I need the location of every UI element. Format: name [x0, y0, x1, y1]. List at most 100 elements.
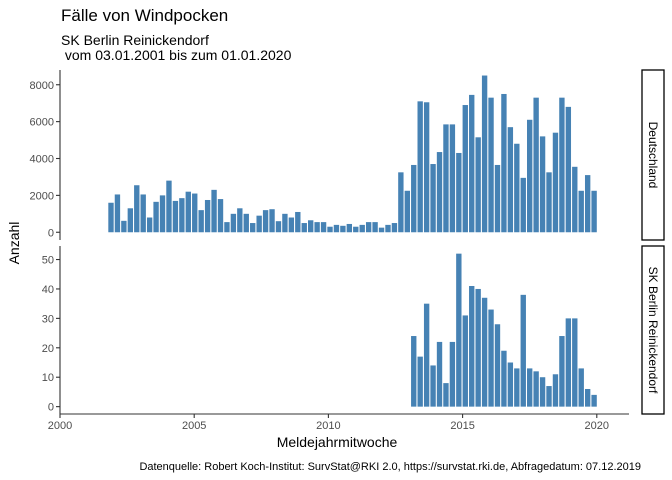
bar: [565, 318, 572, 407]
bar: [404, 190, 410, 233]
bar: [507, 362, 514, 407]
bar: [514, 143, 520, 233]
bar: [584, 388, 591, 407]
bar: [475, 137, 481, 233]
bar: [539, 136, 546, 233]
bar: [539, 377, 546, 407]
bar: [391, 223, 398, 233]
bar: [520, 177, 526, 233]
bar: [552, 132, 559, 233]
y-tick-label: 30: [42, 313, 54, 325]
bar: [333, 224, 340, 233]
y-tick-label: 2000: [30, 190, 54, 202]
bar: [224, 222, 230, 233]
bar: [275, 221, 282, 233]
bar: [584, 175, 591, 233]
y-tick-label: 6000: [30, 117, 54, 129]
bar: [591, 394, 597, 407]
y-tick-label: 0: [48, 402, 54, 414]
bar: [179, 198, 185, 233]
bar: [546, 172, 552, 233]
bar: [243, 213, 249, 233]
facet-sk-berlin-reinickendorf: 0 10 20 30 40 50 SK Berlin Reinickendorf: [42, 245, 665, 415]
bar: [411, 336, 417, 407]
bar: [443, 124, 449, 233]
bar: [417, 101, 423, 233]
bar: [456, 253, 462, 407]
bar: [217, 199, 224, 233]
bar: [501, 350, 507, 407]
bar: [198, 210, 204, 233]
bar: [353, 226, 359, 233]
bar: [469, 94, 475, 233]
bar: [256, 215, 262, 233]
y-tick-label: 50: [42, 255, 54, 267]
bar: [417, 356, 423, 407]
bar: [488, 309, 494, 407]
bar: [527, 368, 533, 407]
bar: [385, 224, 391, 233]
bar: [430, 365, 436, 407]
bar: [372, 222, 378, 233]
bar: [559, 97, 565, 233]
bar: [134, 185, 140, 233]
chart-subtitle-line-1: SK Berlin Reinickendorf: [61, 32, 209, 48]
bar: [121, 220, 127, 233]
bar: [185, 191, 191, 233]
bar: [359, 224, 365, 233]
facet-strip-label: SK Berlin Reinickendorf: [646, 267, 660, 394]
bar: [282, 213, 288, 233]
bar: [237, 208, 243, 233]
bar: [462, 105, 468, 233]
x-axis: 2000 2005 2010 2015 2020: [48, 413, 629, 432]
data-source-caption: Datenquelle: Robert Koch-Institut: SurvS…: [139, 461, 641, 473]
bar: [204, 199, 211, 233]
bar: [301, 223, 307, 233]
bar: [346, 223, 353, 233]
bar: [527, 119, 533, 233]
bar: [578, 368, 584, 407]
bar: [565, 106, 572, 233]
bar: [552, 374, 559, 407]
bar: [398, 172, 404, 233]
bar: [308, 220, 314, 233]
bar: [449, 124, 456, 233]
y-tick-label: 10: [42, 372, 54, 384]
bar: [591, 190, 597, 233]
bar: [514, 368, 520, 407]
bar: [533, 371, 539, 407]
bar: [546, 386, 552, 407]
bar: [295, 211, 301, 233]
bar: [159, 195, 166, 233]
x-tick-label: 2020: [585, 420, 609, 432]
bar: [140, 194, 146, 233]
bar: [314, 222, 320, 233]
bar: [327, 226, 333, 233]
bar: [494, 324, 501, 407]
bar: [153, 201, 159, 233]
x-tick-label: 2000: [48, 420, 72, 432]
bar: [365, 222, 372, 233]
bar: [520, 294, 526, 407]
bar: [507, 127, 514, 233]
bar: [430, 164, 436, 233]
bar: [288, 217, 295, 233]
bar: [501, 93, 507, 233]
bar: [250, 223, 256, 233]
bar: [192, 193, 198, 233]
bar: [146, 217, 153, 233]
bar: [230, 213, 237, 233]
y-tick-label: 20: [42, 343, 54, 355]
y-tick-label: 8000: [30, 80, 54, 92]
facet-strip: [641, 245, 665, 415]
chart-subtitle-line-2: vom 03.01.2001 bis zum 01.01.2020: [61, 47, 292, 63]
x-tick-label: 2005: [182, 420, 206, 432]
bar: [411, 164, 417, 233]
chart-title: Fälle von Windpocken: [61, 6, 228, 25]
bar: [127, 208, 134, 233]
bar: [262, 210, 269, 233]
bar: [456, 152, 462, 233]
bar: [481, 75, 488, 233]
bar: [481, 297, 488, 407]
